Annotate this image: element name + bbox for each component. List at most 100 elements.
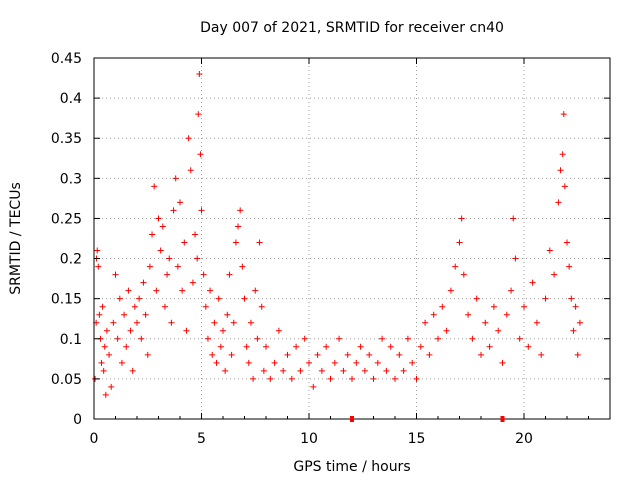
x-tick-label: 10 — [300, 431, 318, 447]
x-axis-title: GPS time / hours — [293, 459, 410, 475]
data-point — [551, 271, 558, 278]
data-point — [306, 359, 312, 366]
data-point — [125, 287, 132, 294]
data-point — [200, 271, 207, 278]
data-point — [542, 295, 549, 302]
data-point — [499, 359, 506, 366]
data-point — [136, 295, 143, 302]
data-point — [138, 335, 145, 342]
data-point — [195, 111, 202, 118]
data-point — [106, 351, 113, 358]
data-point — [181, 239, 188, 246]
data-point — [529, 279, 536, 286]
data-point — [417, 343, 424, 350]
data-point — [503, 311, 510, 318]
data-point — [546, 247, 553, 254]
baseline-marker — [500, 416, 505, 422]
data-point — [103, 327, 110, 334]
data-point — [131, 303, 138, 310]
data-point — [396, 351, 403, 358]
data-point — [213, 359, 220, 366]
data-points — [92, 71, 583, 398]
data-point — [349, 375, 355, 382]
data-point — [557, 167, 564, 174]
data-point — [239, 263, 246, 270]
data-point — [142, 311, 149, 318]
data-point — [217, 343, 224, 350]
data-point — [572, 303, 579, 310]
data-point — [202, 303, 209, 310]
data-point — [159, 223, 166, 230]
data-point — [510, 215, 517, 222]
data-point — [576, 319, 583, 326]
data-point — [447, 287, 454, 294]
y-tick-label: 0.25 — [51, 211, 82, 227]
data-point — [194, 255, 201, 262]
data-point — [146, 263, 153, 270]
data-point — [102, 391, 109, 398]
data-point — [568, 295, 575, 302]
data-point — [370, 375, 377, 382]
data-point — [280, 367, 287, 374]
data-point — [185, 135, 192, 142]
data-point — [566, 263, 573, 270]
data-point — [95, 263, 102, 270]
data-point — [245, 359, 252, 366]
data-point — [121, 311, 128, 318]
data-point — [538, 351, 545, 358]
baseline-markers — [350, 416, 505, 422]
data-point — [512, 255, 519, 262]
data-point — [561, 183, 568, 190]
chart-title: Day 007 of 2021, SRMTID for receiver cn4… — [200, 20, 504, 36]
data-point — [430, 311, 437, 318]
data-point — [465, 311, 472, 318]
data-point — [94, 247, 101, 254]
data-point — [275, 327, 282, 334]
data-point — [149, 231, 156, 238]
data-point — [197, 151, 204, 158]
data-point — [495, 327, 502, 334]
y-tick-label: 0.05 — [51, 372, 82, 388]
data-point — [140, 279, 147, 286]
data-point — [247, 319, 254, 326]
data-point — [204, 335, 211, 342]
data-point — [327, 375, 334, 382]
y-axis-title: SRMTID / TECUs — [8, 182, 24, 295]
y-tick-label: 0.45 — [51, 51, 82, 67]
y-tick-label: 0.3 — [60, 171, 82, 187]
data-point — [318, 367, 325, 374]
data-point — [469, 335, 476, 342]
data-point — [344, 351, 351, 358]
data-point — [301, 335, 308, 342]
data-point — [99, 303, 106, 310]
x-tick-labels: 0 5 10 15 20 — [90, 431, 533, 447]
data-point — [151, 183, 158, 190]
data-point — [267, 375, 274, 382]
data-point — [482, 319, 489, 326]
data-point — [108, 383, 115, 390]
data-point — [564, 239, 570, 246]
data-point — [288, 375, 295, 382]
data-point — [177, 199, 183, 206]
data-point — [164, 271, 171, 278]
data-point — [533, 319, 540, 326]
data-point — [400, 367, 407, 374]
data-point — [336, 335, 343, 342]
data-point — [230, 319, 237, 326]
data-point — [486, 343, 493, 350]
data-point — [222, 367, 229, 374]
data-point — [220, 327, 226, 334]
data-point — [413, 375, 420, 382]
data-point — [153, 287, 160, 294]
data-point — [383, 367, 390, 374]
data-point — [166, 255, 173, 262]
data-point — [426, 351, 433, 358]
data-point — [189, 279, 196, 286]
data-point — [198, 207, 205, 214]
data-point — [460, 271, 467, 278]
data-point — [226, 271, 233, 278]
axis-ticks — [93, 57, 611, 420]
baseline-marker — [350, 416, 354, 422]
x-tick-label: 15 — [408, 431, 426, 447]
